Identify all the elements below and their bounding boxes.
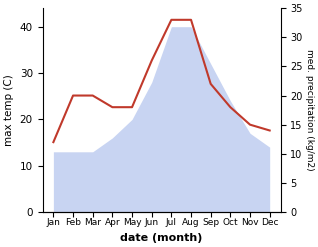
X-axis label: date (month): date (month) [120, 233, 203, 243]
Y-axis label: med. precipitation (kg/m2): med. precipitation (kg/m2) [305, 49, 314, 171]
Y-axis label: max temp (C): max temp (C) [4, 74, 14, 146]
